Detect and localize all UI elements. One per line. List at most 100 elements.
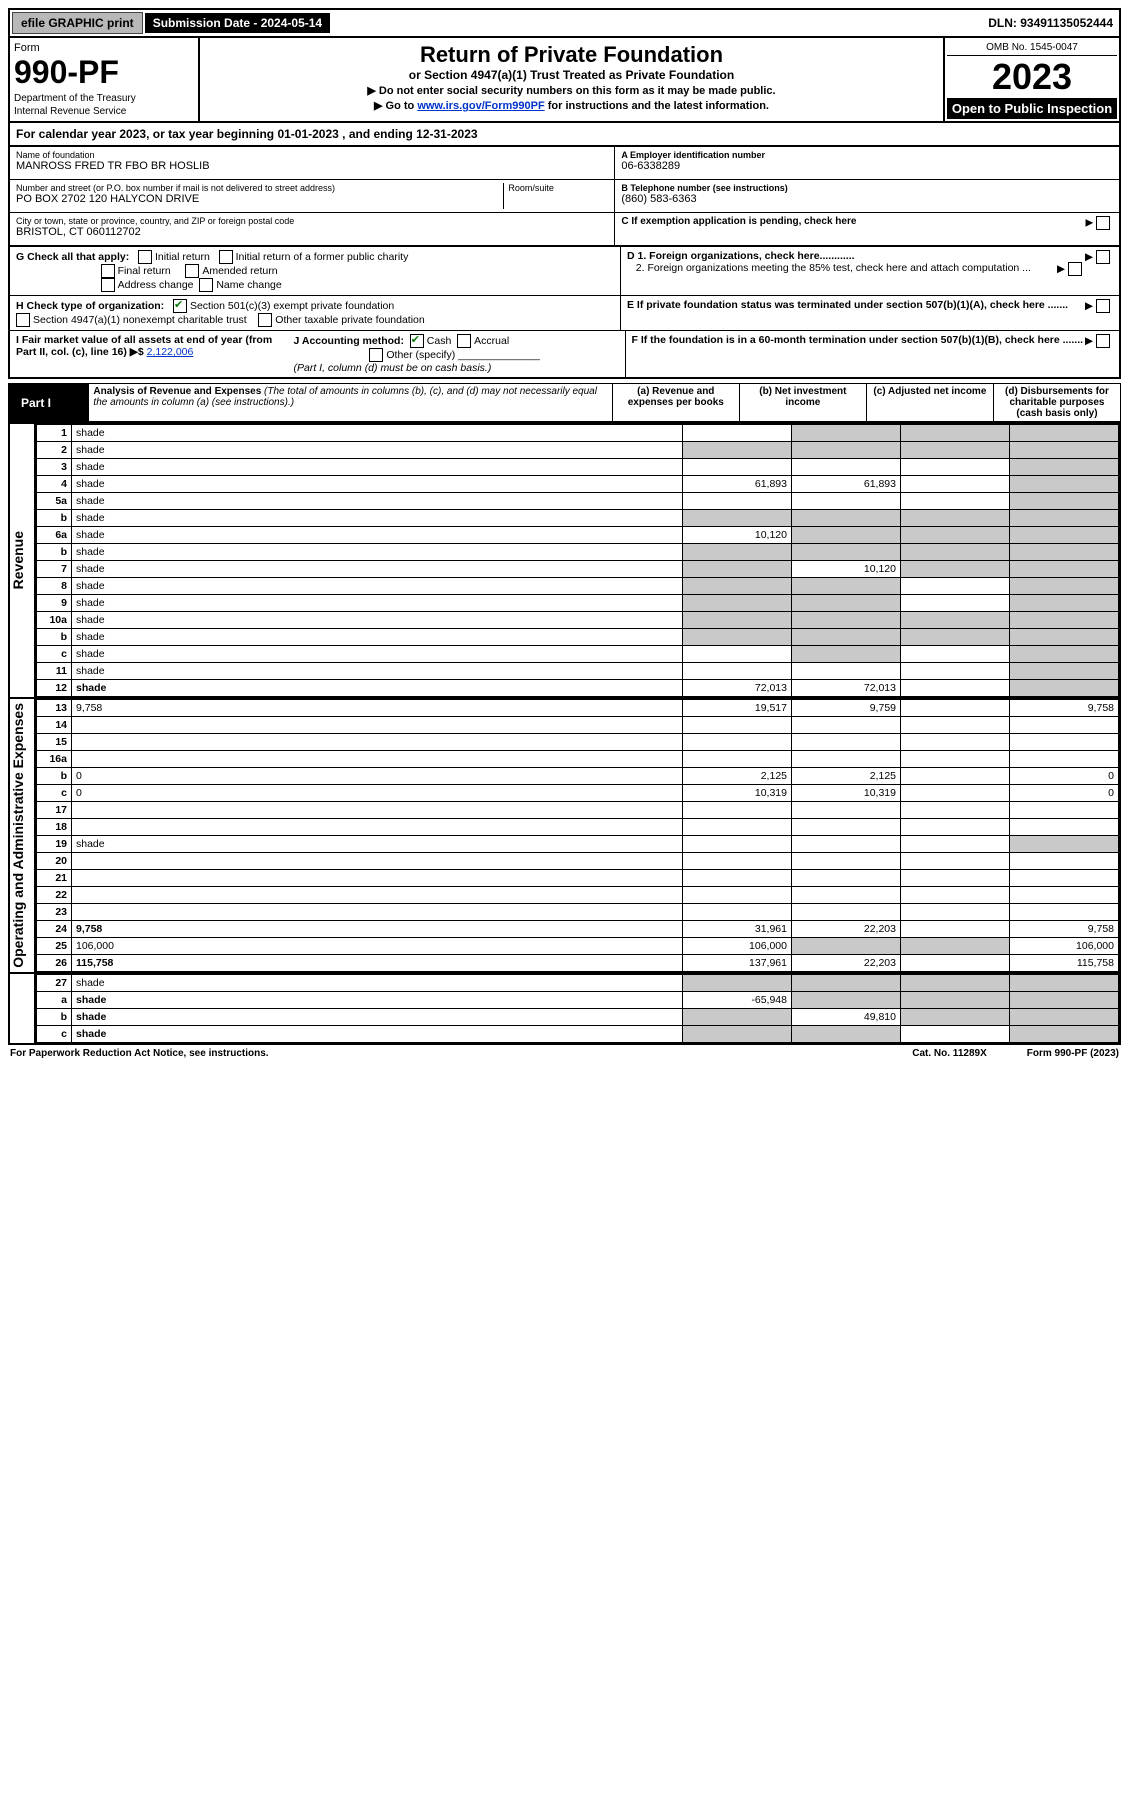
g-initial-former-checkbox[interactable] xyxy=(219,250,233,264)
name-cell: Name of foundation MANROSS FRED TR FBO B… xyxy=(10,147,614,180)
c-cell: C If exemption application is pending, c… xyxy=(615,213,1119,245)
table-row: c shade xyxy=(37,1026,1119,1043)
line-desc: 106,000 xyxy=(72,938,683,955)
cell-shaded xyxy=(792,938,901,955)
j-note: (Part I, column (d) must be on cash basi… xyxy=(294,362,492,374)
cell-shaded xyxy=(901,527,1010,544)
line-number: 1 xyxy=(37,425,72,442)
cell-shaded xyxy=(792,578,901,595)
table-row: 19 shade xyxy=(37,836,1119,853)
open-public-inspection: Open to Public Inspection xyxy=(947,98,1117,119)
cell-value: -65,948 xyxy=(683,992,792,1009)
g-final: Final return xyxy=(118,265,171,277)
info-right: A Employer identification number 06-6338… xyxy=(614,147,1119,245)
table-row: 20 xyxy=(37,853,1119,870)
table-row: 2 shade xyxy=(37,442,1119,459)
table-row: 12 shade 72,01372,013 xyxy=(37,680,1119,697)
cell-shaded xyxy=(1010,836,1119,853)
j-other: Other (specify) xyxy=(386,349,455,361)
cell-shaded xyxy=(683,510,792,527)
cell-value xyxy=(901,1026,1010,1043)
d1-checkbox[interactable] xyxy=(1096,250,1110,264)
cell-shaded xyxy=(1010,646,1119,663)
efile-print-button[interactable]: efile GRAPHIC print xyxy=(12,12,143,34)
cell-value xyxy=(901,768,1010,785)
addr-label: Number and street (or P.O. box number if… xyxy=(16,183,503,193)
line-desc: shade xyxy=(72,510,683,527)
form-header: Form 990-PF Department of the Treasury I… xyxy=(8,38,1121,123)
line-desc: shade xyxy=(72,992,683,1009)
j-accrual: Accrual xyxy=(474,335,509,347)
table-row: 7 shade 10,120 xyxy=(37,561,1119,578)
cell-shaded xyxy=(901,975,1010,992)
cell-value xyxy=(901,680,1010,697)
line-number: 21 xyxy=(37,870,72,887)
cell-value xyxy=(901,955,1010,972)
table-row: b shade xyxy=(37,510,1119,527)
line-number: 7 xyxy=(37,561,72,578)
table-row: 5a shade xyxy=(37,493,1119,510)
cell-shaded xyxy=(792,612,901,629)
cell-value xyxy=(901,802,1010,819)
cell-value xyxy=(683,493,792,510)
cell-value xyxy=(683,853,792,870)
g-initial-checkbox[interactable] xyxy=(138,250,152,264)
header-mid: Return of Private Foundation or Section … xyxy=(200,38,943,121)
line-number: 24 xyxy=(37,921,72,938)
cell-value: 10,319 xyxy=(683,785,792,802)
form-title: Return of Private Foundation xyxy=(210,42,933,68)
cell-value: 10,319 xyxy=(792,785,901,802)
cell-value xyxy=(683,802,792,819)
g-name-checkbox[interactable] xyxy=(199,278,213,292)
g-address-checkbox[interactable] xyxy=(101,278,115,292)
cell-shaded xyxy=(901,425,1010,442)
header-right: OMB No. 1545-0047 2023 Open to Public In… xyxy=(943,38,1119,121)
d2-checkbox[interactable] xyxy=(1068,262,1082,276)
table-row: b shade xyxy=(37,629,1119,646)
j-accrual-checkbox[interactable] xyxy=(457,334,471,348)
c-label: C If exemption application is pending, c… xyxy=(621,216,856,227)
h-501c3-checkbox[interactable] xyxy=(173,299,187,313)
ein-value: 06-6338289 xyxy=(621,160,1113,172)
i-value: 2,122,006 xyxy=(147,346,194,358)
j-other-checkbox[interactable] xyxy=(369,348,383,362)
line-number: 12 xyxy=(37,680,72,697)
cell-shaded xyxy=(792,595,901,612)
footer-form-ref: Form 990-PF (2023) xyxy=(1027,1048,1119,1059)
table-row: 16a xyxy=(37,751,1119,768)
cell-shaded xyxy=(683,544,792,561)
table-row: b shade 49,810 xyxy=(37,1009,1119,1026)
cell-value xyxy=(683,836,792,853)
line-number: c xyxy=(37,785,72,802)
cell-shaded xyxy=(683,578,792,595)
line-number: 11 xyxy=(37,663,72,680)
cell-value: 106,000 xyxy=(683,938,792,955)
j-cash-checkbox[interactable] xyxy=(410,334,424,348)
cell-value xyxy=(683,425,792,442)
cell-value xyxy=(901,578,1010,595)
cell-shaded xyxy=(1010,442,1119,459)
line-desc: shade xyxy=(72,836,683,853)
g-label: G Check all that apply: xyxy=(16,251,129,263)
line-number: 15 xyxy=(37,734,72,751)
line-number: c xyxy=(37,1026,72,1043)
cell-value: 9,758 xyxy=(1010,700,1119,717)
cell-value: 9,759 xyxy=(792,700,901,717)
opex-rows: 13 9,758 19,5179,7599,758 14 15 16a b 0 … xyxy=(36,699,1119,972)
form990pf-link[interactable]: www.irs.gov/Form990PF xyxy=(417,100,544,112)
cell-shaded xyxy=(1010,510,1119,527)
line-desc xyxy=(72,904,683,921)
c-checkbox[interactable] xyxy=(1096,216,1110,230)
e-checkbox[interactable] xyxy=(1096,299,1110,313)
cell-value xyxy=(792,870,901,887)
cell-value xyxy=(901,717,1010,734)
cell-shaded xyxy=(1010,992,1119,1009)
calendar-year-row: For calendar year 2023, or tax year begi… xyxy=(8,123,1121,147)
f-checkbox[interactable] xyxy=(1096,334,1110,348)
line-number: 9 xyxy=(37,595,72,612)
g-final-checkbox[interactable] xyxy=(101,264,115,278)
g-amended-checkbox[interactable] xyxy=(185,264,199,278)
phone-value: (860) 583-6363 xyxy=(621,193,1113,205)
h-other-checkbox[interactable] xyxy=(258,313,272,327)
h-4947-checkbox[interactable] xyxy=(16,313,30,327)
